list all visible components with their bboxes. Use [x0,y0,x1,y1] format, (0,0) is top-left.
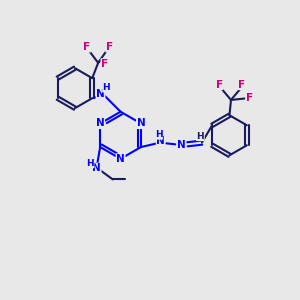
Text: N: N [96,89,105,99]
Text: F: F [238,80,245,90]
Text: N: N [177,140,186,150]
Text: H: H [196,132,204,141]
Text: H: H [86,159,94,168]
Text: F: F [101,59,108,69]
Text: H: H [103,83,110,92]
Text: N: N [92,163,101,173]
Text: F: F [246,94,253,103]
Text: F: F [106,42,113,52]
Text: H: H [155,130,162,139]
Text: F: F [83,42,91,52]
Text: F: F [216,80,223,90]
Text: N: N [96,118,104,128]
Text: N: N [136,118,145,128]
Text: N: N [156,136,165,146]
Text: N: N [116,154,125,164]
